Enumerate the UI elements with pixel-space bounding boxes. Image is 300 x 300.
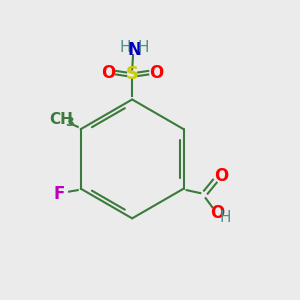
- Text: F: F: [53, 185, 65, 203]
- Text: 3: 3: [66, 116, 74, 129]
- Text: N: N: [128, 41, 142, 59]
- Text: S: S: [126, 65, 139, 83]
- Text: O: O: [149, 64, 164, 82]
- Text: H: H: [138, 40, 149, 55]
- Text: CH: CH: [49, 112, 73, 127]
- Text: H: H: [220, 210, 231, 225]
- Text: O: O: [214, 167, 228, 185]
- Text: O: O: [210, 204, 224, 222]
- Text: O: O: [101, 64, 115, 82]
- Text: H: H: [120, 40, 131, 55]
